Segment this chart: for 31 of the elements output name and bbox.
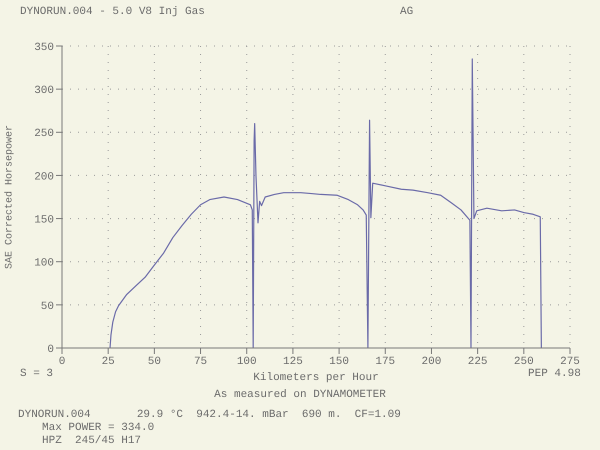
x-tick-label: 225	[468, 356, 488, 368]
text: S = 3	[20, 368, 54, 380]
y-tick-label: 200	[34, 171, 54, 184]
x-tick-label: 50	[148, 356, 161, 368]
chart-title: DYNORUN.004 - 5.0 V8 Inj Gas	[20, 6, 205, 18]
y-axis-title: SAE Corrected Horsepower	[4, 124, 16, 270]
x-tick-label: 150	[329, 356, 349, 368]
y-tick-label: 350	[34, 42, 54, 54]
x-tick-label: 75	[194, 356, 208, 368]
text: PEP 4.98	[528, 368, 581, 380]
text: Max POWER = 334.0	[42, 422, 154, 434]
x-tick-label: 200	[422, 356, 442, 368]
x-tick-label: 0	[58, 356, 66, 368]
x-tick-label: 25	[102, 356, 115, 368]
y-tick-label: 100	[34, 258, 54, 270]
text: HPZ 245/45 H17	[42, 435, 142, 447]
line-series	[109, 58, 542, 348]
x-tick-label: 125	[283, 356, 303, 368]
text: AG	[400, 6, 414, 18]
text: As measured on DYNAMOMETER	[213, 389, 387, 401]
x-tick-label: 250	[514, 356, 534, 368]
y-tick-label: 300	[34, 85, 54, 98]
x-tick-label: 175	[375, 356, 396, 368]
x-tick-label: 100	[236, 356, 257, 368]
x-axis-title: Kilometers per Hour	[253, 372, 379, 384]
y-tick-label: 50	[40, 300, 54, 313]
y-tick-label: 0	[47, 344, 54, 356]
x-tick-label: 275	[560, 356, 580, 368]
text: DYNORUN.004 29.9 °C 942.4-14. mBar 690 m. CF=1.09	[18, 409, 401, 421]
y-tick-label: 150	[34, 214, 54, 226]
y-tick-label: 250	[34, 128, 54, 140]
